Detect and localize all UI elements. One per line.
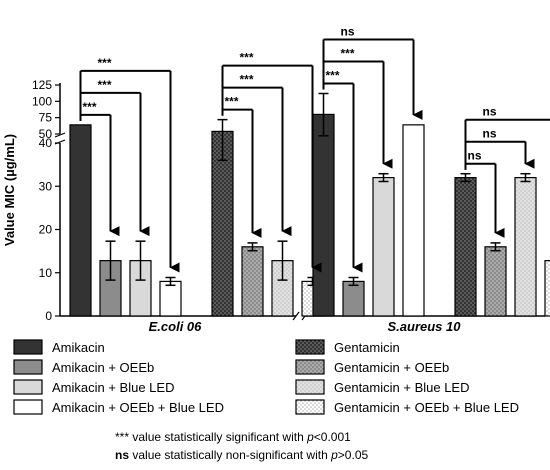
bar [514, 177, 537, 317]
legend-label: Amikacin + OEEb [52, 360, 154, 375]
y-tick-label: 30 [39, 179, 53, 193]
y-tick-label: 75 [39, 111, 53, 125]
bar [69, 124, 92, 317]
legend-swatch [13, 399, 43, 415]
bar [544, 260, 550, 317]
footnote-significant: *** value statistically significant with… [115, 430, 351, 444]
legend-swatch [295, 359, 325, 375]
x-axis-break-mark [292, 311, 300, 321]
significance-label: ns [482, 105, 496, 119]
significance-label: *** [340, 46, 354, 60]
legend-label: Gentamicin [334, 340, 400, 355]
significance-label: *** [82, 100, 96, 114]
legend-label: Amikacin + OEEb + Blue LED [52, 400, 224, 415]
y-tick-label: 40 [39, 136, 53, 150]
group-label-ecoli: E.coli 06 [149, 319, 203, 334]
legend: Amikacin Amikacin + OEEb Amikacin + Blue L… [13, 339, 519, 415]
bar [372, 177, 395, 317]
bar [342, 280, 365, 317]
y-tick-label: 10 [39, 266, 53, 280]
significance-label: *** [97, 78, 111, 92]
group-label-saureus: S.aureus 10 [388, 319, 462, 334]
footnotes: *** value statistically significant with… [115, 430, 368, 462]
legend-swatch [295, 379, 325, 395]
legend-swatch [13, 339, 43, 355]
y-axis-label: Value MIC (µg/mL) [2, 134, 17, 246]
y-tick-label: 20 [39, 223, 53, 237]
legend-swatch [295, 339, 325, 355]
legend-label: Gentamicin + Blue LED [334, 380, 469, 395]
significance-label: *** [224, 95, 238, 109]
significance-label: ns [482, 127, 496, 141]
significance-label: *** [325, 68, 339, 82]
legend-label: Amikacin + Blue LED [52, 380, 174, 395]
bar [454, 177, 477, 317]
legend-label: Gentamicin + OEEb + Blue LED [334, 400, 519, 415]
significance-label: ns [340, 24, 354, 38]
bar [159, 280, 182, 317]
axis-break-mark [54, 132, 66, 138]
y-tick-label: 0 [45, 309, 52, 323]
bars [69, 92, 550, 317]
significance-label: *** [97, 56, 111, 70]
y-tick-label: 125 [32, 78, 52, 92]
y-tick-label: 100 [32, 94, 52, 108]
y-tick-label: 50 [39, 127, 53, 141]
significance-label: ns [467, 149, 481, 163]
legend-label: Amikacin [52, 340, 105, 355]
significance-label: *** [239, 51, 253, 65]
bar [484, 246, 507, 317]
legend-swatch [13, 379, 43, 395]
bar [312, 113, 335, 317]
bar [402, 124, 425, 317]
legend-label: Gentamicin + OEEb [334, 360, 449, 375]
legend-swatch [295, 399, 325, 415]
legend-swatch [13, 359, 43, 375]
footnote-nonsignificant: ns value statistically non-significant w… [115, 448, 368, 462]
significance-label: *** [239, 73, 253, 87]
bar [241, 246, 264, 317]
